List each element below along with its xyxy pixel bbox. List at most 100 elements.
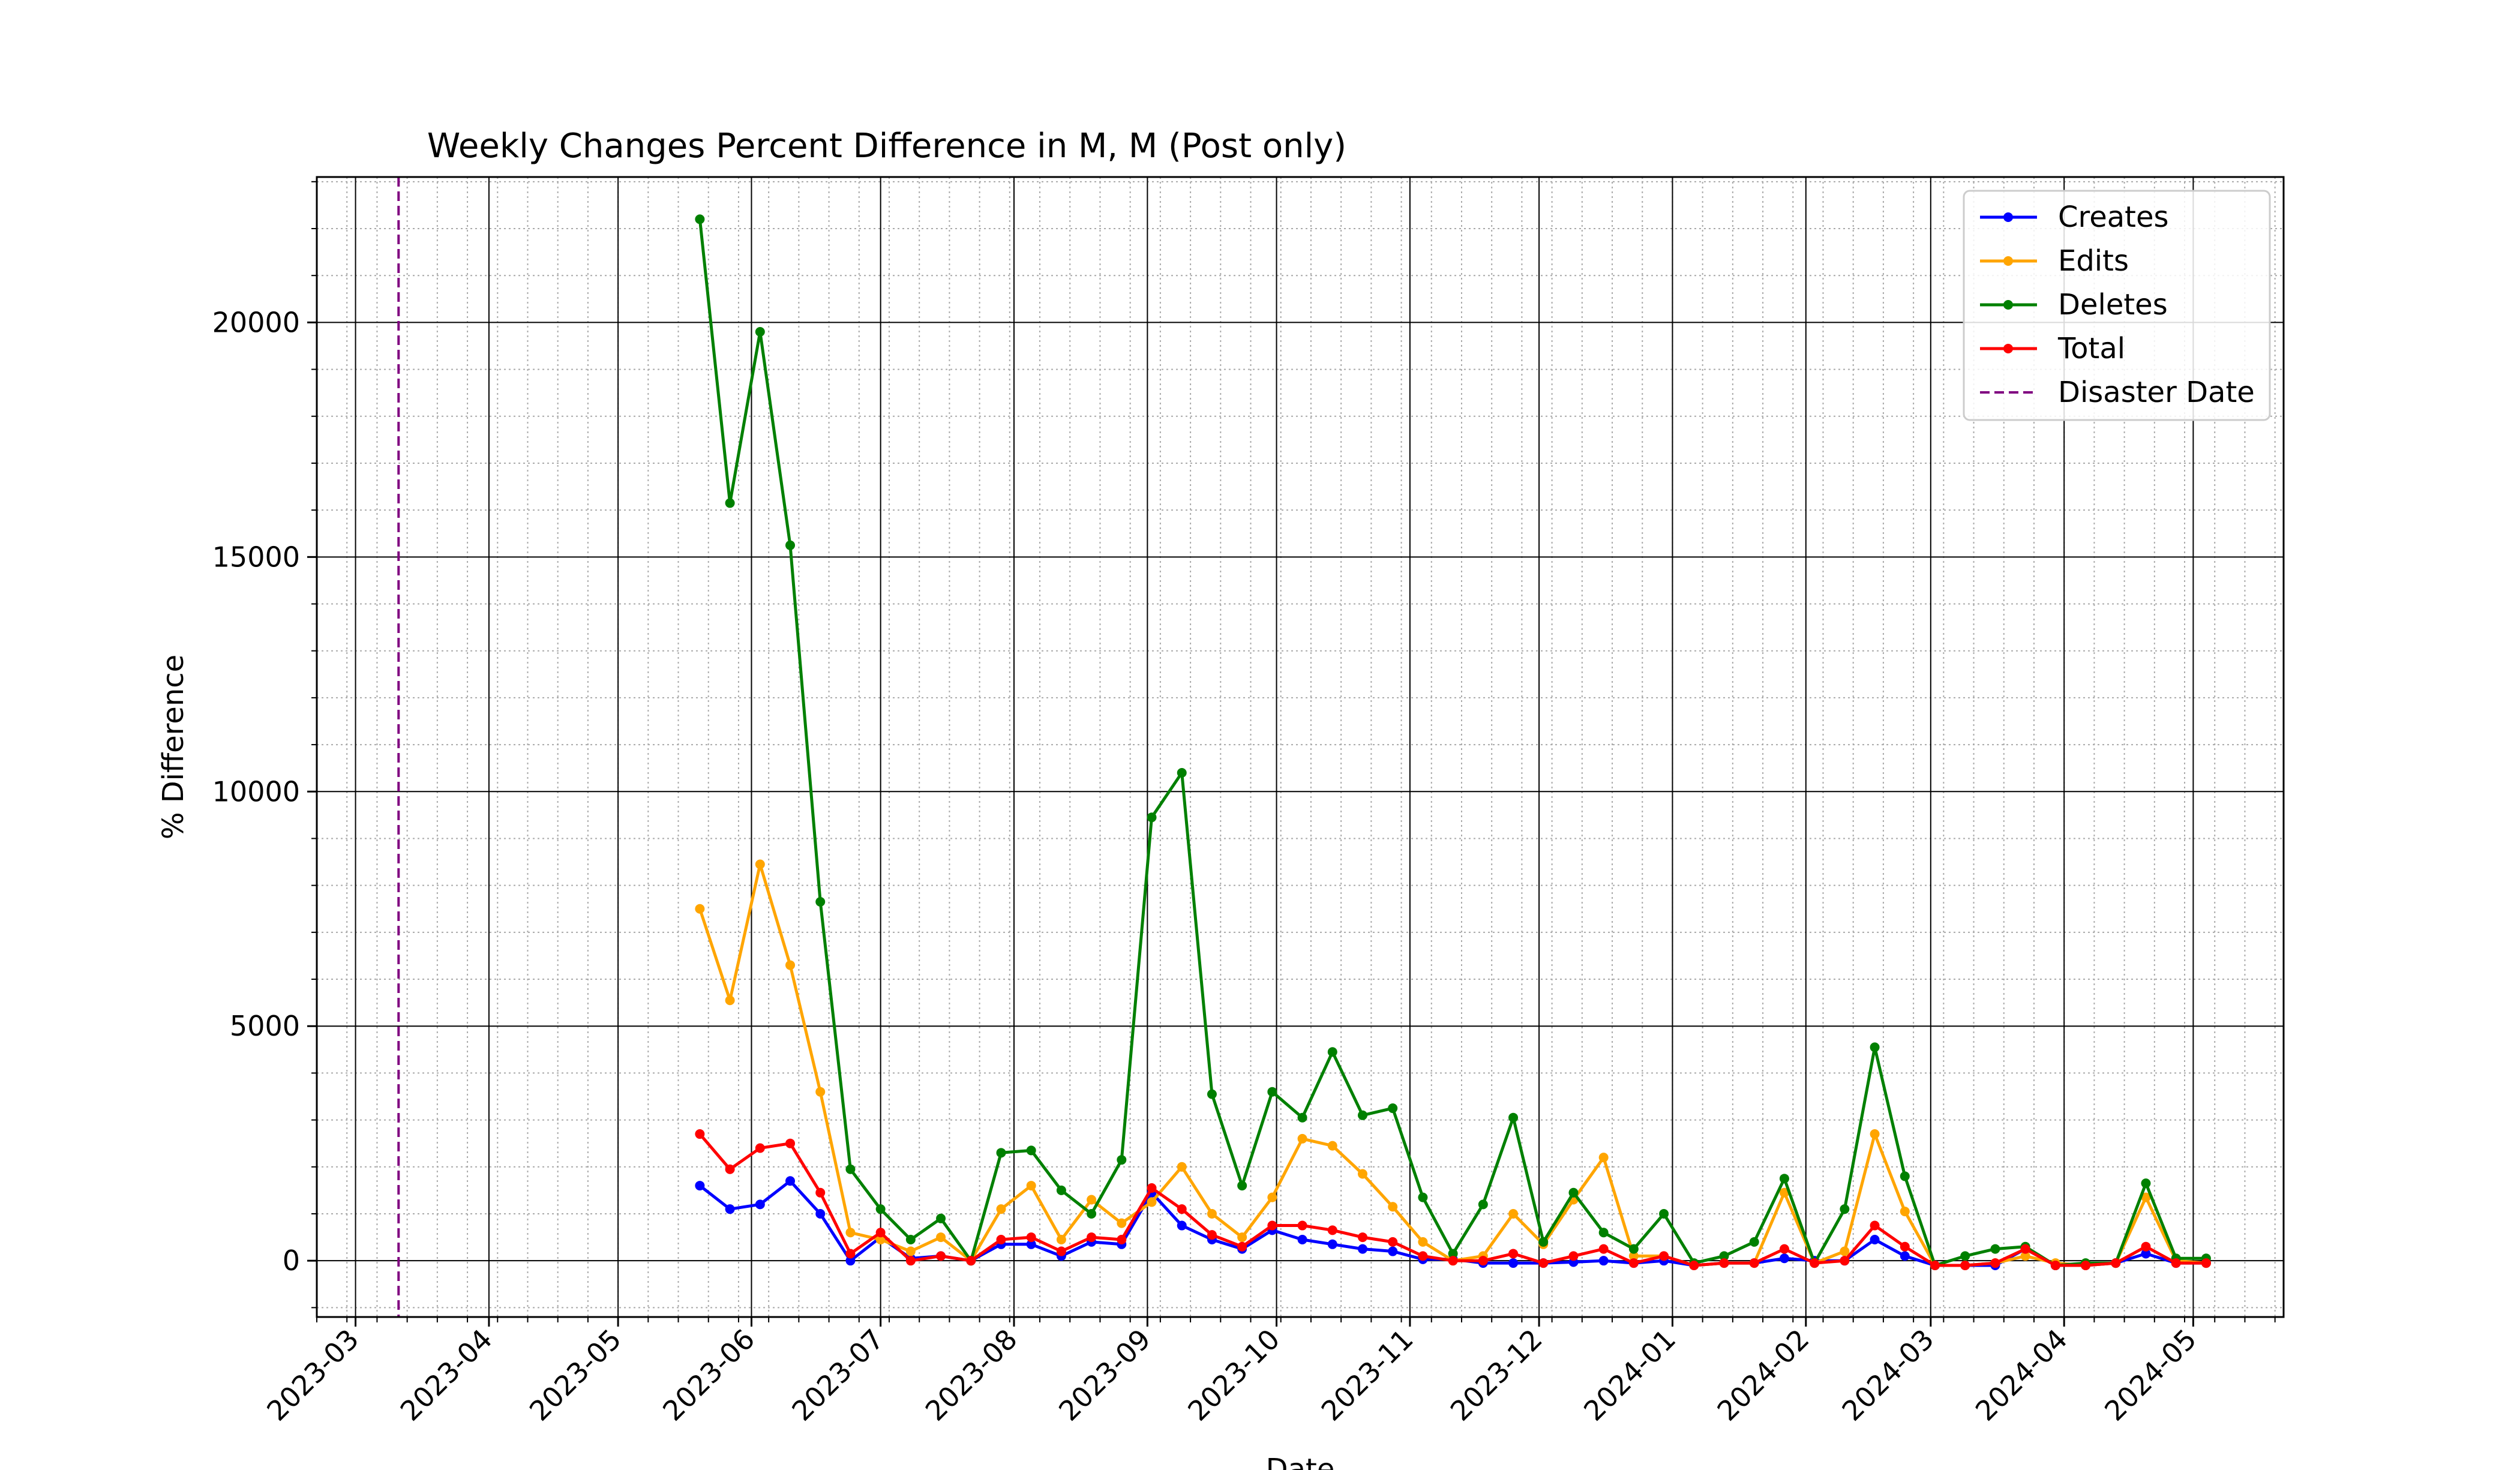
data-point-total [1990, 1258, 2000, 1268]
y-axis-label: % Difference [157, 655, 190, 839]
data-point-edits [1117, 1218, 1127, 1228]
data-point-edits [2141, 1192, 2151, 1202]
data-point-total [1870, 1220, 1880, 1231]
data-point-creates [785, 1176, 796, 1186]
data-point-total [2111, 1258, 2121, 1268]
legend-item-creates: Creates [1980, 200, 2169, 234]
data-point-total [755, 1143, 765, 1153]
data-point-deletes [2141, 1178, 2151, 1189]
data-point-deletes [1237, 1181, 1247, 1191]
x-tick-label: 2023-07 [785, 1323, 890, 1427]
data-point-total [1117, 1234, 1127, 1244]
data-point-creates [1177, 1220, 1187, 1231]
data-point-creates [725, 1204, 735, 1214]
data-point-edits [1779, 1187, 1789, 1198]
data-point-edits [1026, 1181, 1036, 1191]
x-tick-label: 2024-05 [2098, 1323, 2203, 1427]
data-point-deletes [1207, 1089, 1217, 1099]
y-axis-ticks: 0 5000 10000 15000 20000 [212, 181, 317, 1309]
x-axis-label: Date [1266, 1453, 1335, 1470]
data-point-total [1689, 1260, 1699, 1270]
x-tick-label: 2023-11 [1315, 1323, 1420, 1427]
data-point-edits [1237, 1232, 1247, 1243]
data-point-edits [1177, 1162, 1187, 1172]
data-point-deletes [1056, 1185, 1066, 1195]
series-edits [695, 859, 2211, 1270]
data-point-total [1418, 1251, 1428, 1261]
legend-item-total: Total [1980, 332, 2125, 365]
data-point-deletes [1448, 1249, 1458, 1259]
data-point-total [1237, 1241, 1247, 1252]
data-point-edits [875, 1234, 886, 1244]
data-point-creates [1900, 1251, 1910, 1261]
data-point-creates [695, 1181, 705, 1191]
data-point-creates [1026, 1239, 1036, 1249]
data-point-total [1478, 1256, 1488, 1266]
data-point-total [1900, 1241, 1910, 1252]
data-point-total [1358, 1232, 1368, 1243]
data-point-edits [755, 859, 765, 869]
legend-items: Creates Edits Deletes Total Disaster Date [1980, 200, 2255, 409]
series-layer [695, 214, 2211, 1270]
data-point-deletes [1840, 1204, 1850, 1214]
legend: Creates Edits Deletes Total Disaster Date [1963, 190, 2271, 421]
y-tick-label: 10000 [212, 775, 300, 808]
data-point-total [996, 1234, 1006, 1244]
data-point-edits [2020, 1251, 2030, 1261]
data-point-edits [1147, 1197, 1157, 1207]
data-point-creates [1779, 1253, 1789, 1264]
data-point-edits [815, 1087, 826, 1097]
data-point-total [1840, 1256, 1850, 1266]
data-point-total [2171, 1258, 2181, 1268]
data-point-edits [1056, 1234, 1066, 1244]
data-point-edits [1870, 1129, 1880, 1139]
data-point-total [2081, 1260, 2091, 1270]
legend-item-deletes: Deletes [1980, 288, 2168, 322]
data-point-total [1388, 1237, 1398, 1247]
series-line-edits [698, 863, 2207, 1267]
legend-label-disaster-date: Disaster Date [2058, 376, 2255, 409]
legend-label-total: Total [2057, 332, 2125, 365]
data-point-deletes [1900, 1171, 1910, 1181]
data-point-total [815, 1187, 826, 1198]
x-tick-label: 2023-10 [1181, 1323, 1286, 1427]
data-point-total [1056, 1246, 1066, 1256]
data-point-deletes [1628, 1244, 1639, 1254]
data-point-deletes [1659, 1208, 1669, 1219]
data-point-deletes [1719, 1251, 1729, 1261]
x-tick-label: 2023-03 [260, 1323, 365, 1427]
data-point-deletes [1117, 1155, 1127, 1165]
data-point-total [936, 1251, 946, 1261]
data-point-total [1448, 1256, 1458, 1266]
data-point-edits [695, 904, 705, 914]
legend-item-disaster-date: Disaster Date [1980, 376, 2255, 409]
y-tick-label: 15000 [212, 541, 300, 573]
legend-label-edits: Edits [2058, 244, 2129, 278]
data-point-total [1749, 1258, 1759, 1268]
data-point-deletes [725, 498, 735, 508]
data-point-total [1719, 1258, 1729, 1268]
x-tick-label: 2023-09 [1052, 1323, 1157, 1427]
data-point-creates [755, 1199, 765, 1210]
data-point-creates [1870, 1234, 1880, 1244]
data-point-total [1538, 1258, 1549, 1268]
data-point-total [905, 1256, 916, 1266]
data-point-total [1087, 1232, 1097, 1243]
legend-item-edits: Edits [1980, 244, 2129, 278]
data-point-edits [1327, 1141, 1337, 1151]
data-point-total [1267, 1220, 1277, 1231]
data-point-edits [1388, 1202, 1398, 1212]
data-point-total [1930, 1260, 1940, 1270]
data-point-creates [815, 1208, 826, 1219]
data-point-deletes [1388, 1103, 1398, 1114]
legend-marker-creates [2003, 212, 2013, 222]
data-point-deletes [815, 897, 826, 907]
data-point-deletes [1267, 1087, 1277, 1097]
data-point-deletes [1990, 1244, 2000, 1254]
data-point-total [1207, 1230, 1217, 1240]
data-point-deletes [1508, 1112, 1519, 1123]
x-tick-label: 2023-08 [919, 1323, 1024, 1427]
data-point-deletes [1870, 1042, 1880, 1052]
data-point-deletes [1779, 1174, 1789, 1184]
